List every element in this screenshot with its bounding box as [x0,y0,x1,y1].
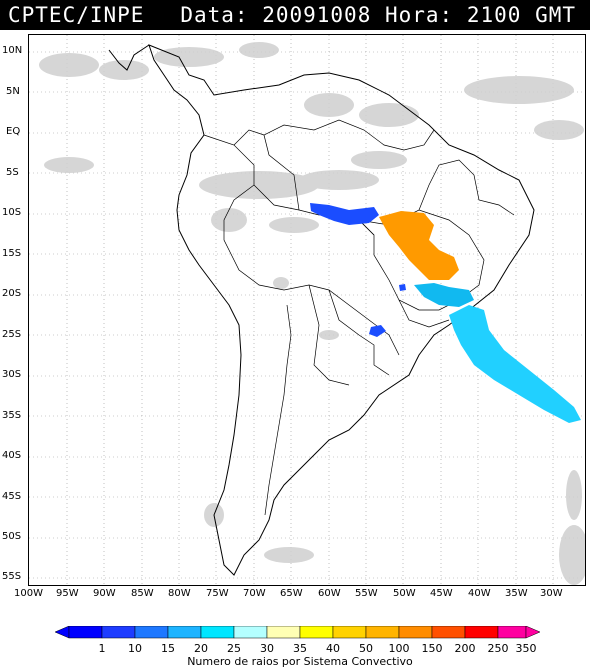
lat-label: 15S [2,248,22,259]
legend-label: 1 [99,642,106,655]
border-lines [203,119,515,516]
legend-label: 150 [422,642,443,655]
lon-label: 35W [505,588,528,599]
lon-label: 70W [243,588,266,599]
lat-label: 40S [2,450,22,461]
lightning-cluster-atlantic-tail [449,305,581,423]
lat-lon-grid [29,35,585,585]
legend-labels: 1 10 15 20 25 30 35 40 50 100 150 200 25… [99,642,537,655]
lat-label: 55S [2,571,22,582]
lon-label: 95W [56,588,79,599]
color-scale-legend: 1 10 15 20 25 30 35 40 50 100 150 200 25… [55,626,540,655]
legend-label: 35 [293,642,307,655]
legend-swatches [55,626,540,639]
lat-label: 45S [2,491,22,502]
lon-label: 55W [355,588,378,599]
legend-title: Numero de raios por Sistema Convectivo [187,655,413,668]
cloud-cover-layer [39,42,585,585]
lightning-cluster-southeast [414,283,474,307]
continent-outline [108,44,535,576]
title-bar: CPTEC/INPE Data: 20091008 Hora: 2100 GMT [0,0,590,30]
legend-label: 25 [227,642,241,655]
lightning-cluster-small [399,284,406,291]
lightning-cluster-paraguay [369,325,386,337]
lon-label: 40W [468,588,491,599]
legend-right-arrow [525,626,540,639]
legend-label: 10 [128,642,142,655]
lightning-cluster-central-brazil [379,211,459,280]
lat-label: 5S [6,167,19,178]
legend-label: 15 [161,642,175,655]
datetime-label: Data: 20091008 Hora: 2100 GMT [180,3,576,27]
lat-label: 50S [2,531,22,542]
legend-label: 200 [455,642,476,655]
map-canvas[interactable] [29,35,585,585]
lat-label: 30S [2,369,22,380]
map-panel[interactable] [28,34,586,586]
lightning-cluster-amazon [310,203,379,225]
lon-label: 75W [206,588,229,599]
legend-label: 50 [359,642,373,655]
agency-label: CPTEC/INPE [8,3,145,27]
legend-label: 100 [389,642,410,655]
lat-label: 35S [2,410,22,421]
lon-label: 65W [280,588,303,599]
lightning-layer [310,203,581,423]
lat-label: 20S [2,288,22,299]
lon-label: 45W [430,588,453,599]
lon-label: 100W [14,588,43,599]
lon-label: 80W [168,588,191,599]
lon-label: 50W [393,588,416,599]
lon-label: 85W [131,588,154,599]
legend-label: 250 [488,642,509,655]
legend-left-arrow [55,626,70,639]
lat-label: 10S [2,207,22,218]
legend-label: 30 [260,642,274,655]
lon-label: 60W [318,588,341,599]
lat-label: 25S [2,329,22,340]
lon-label: 30W [540,588,563,599]
legend-label: 350 [516,642,537,655]
lat-label: 5N [6,86,20,97]
lat-label: EQ [6,126,21,137]
legend-label: 40 [326,642,340,655]
legend-label: 20 [194,642,208,655]
lat-label: 10N [2,45,23,56]
lon-label: 90W [93,588,116,599]
